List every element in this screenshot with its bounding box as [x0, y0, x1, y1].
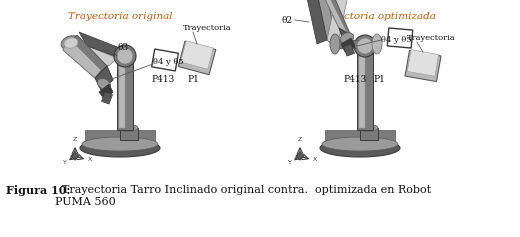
Polygon shape [407, 50, 439, 76]
Text: Trayectoria Tarro Inclinado original contra.  optimizada en Robot
PUMA 560: Trayectoria Tarro Inclinado original con… [55, 185, 431, 207]
Polygon shape [63, 35, 107, 78]
Polygon shape [359, 50, 365, 128]
Text: Trayectoria original: Trayectoria original [68, 12, 172, 21]
Text: Z: Z [73, 137, 77, 142]
Text: Y: Y [63, 160, 67, 165]
Text: Trayectoria: Trayectoria [183, 24, 231, 32]
Ellipse shape [97, 78, 111, 90]
Polygon shape [99, 84, 113, 100]
Polygon shape [405, 50, 441, 82]
Ellipse shape [320, 139, 400, 157]
Polygon shape [101, 92, 112, 104]
Text: P1: P1 [187, 76, 199, 85]
Polygon shape [335, 40, 377, 48]
Text: P1: P1 [373, 76, 385, 85]
Text: θ3: θ3 [117, 43, 128, 52]
Polygon shape [180, 41, 213, 69]
Ellipse shape [372, 34, 382, 54]
Ellipse shape [360, 124, 378, 132]
Polygon shape [71, 152, 79, 160]
Ellipse shape [117, 48, 133, 64]
Text: Trayectoria: Trayectoria [407, 34, 456, 42]
Polygon shape [317, 0, 337, 48]
Polygon shape [325, 130, 395, 146]
Polygon shape [357, 48, 373, 130]
Polygon shape [79, 32, 133, 62]
Ellipse shape [354, 35, 376, 57]
Text: X: X [88, 157, 92, 162]
Text: P413: P413 [151, 76, 174, 85]
Polygon shape [360, 128, 378, 140]
Ellipse shape [82, 137, 158, 151]
Text: Y: Y [288, 160, 292, 165]
Text: Figura 10:: Figura 10: [6, 185, 70, 196]
Polygon shape [117, 58, 133, 130]
Polygon shape [307, 0, 327, 44]
Polygon shape [339, 28, 355, 48]
Ellipse shape [61, 36, 81, 50]
Ellipse shape [64, 38, 78, 48]
Text: θ4 y θ5: θ4 y θ5 [153, 58, 184, 66]
Ellipse shape [330, 34, 340, 54]
Ellipse shape [357, 38, 373, 54]
Polygon shape [120, 128, 138, 140]
Polygon shape [341, 38, 355, 52]
Polygon shape [95, 66, 113, 90]
Ellipse shape [340, 33, 354, 43]
Polygon shape [152, 49, 178, 71]
Polygon shape [178, 41, 216, 75]
Polygon shape [327, 0, 347, 48]
Polygon shape [387, 28, 413, 48]
Polygon shape [85, 130, 155, 146]
Text: Trayectoria optimizada: Trayectoria optimizada [314, 12, 436, 21]
Ellipse shape [114, 45, 136, 67]
Ellipse shape [120, 124, 138, 132]
Ellipse shape [322, 137, 398, 151]
Text: P413: P413 [343, 76, 366, 85]
Polygon shape [319, 0, 351, 36]
Polygon shape [65, 40, 117, 66]
Text: θ2: θ2 [282, 15, 293, 24]
Polygon shape [319, 0, 347, 32]
Text: Z: Z [298, 137, 302, 142]
Polygon shape [73, 40, 133, 62]
Ellipse shape [80, 139, 160, 157]
Polygon shape [344, 44, 355, 56]
Text: θ4 y θ5: θ4 y θ5 [381, 36, 412, 44]
Text: X: X [313, 157, 317, 162]
Polygon shape [63, 38, 101, 78]
Polygon shape [119, 60, 125, 128]
Polygon shape [296, 152, 304, 160]
